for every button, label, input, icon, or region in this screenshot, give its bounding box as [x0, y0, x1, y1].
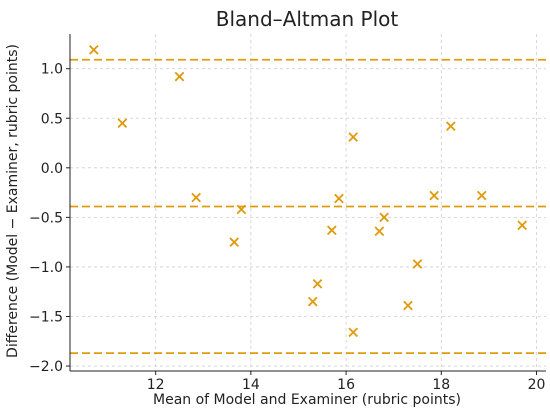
- marker-stroke: [174, 71, 185, 82]
- data-point: [445, 121, 456, 132]
- reference-lines: [70, 58, 546, 355]
- marker-stroke: [412, 259, 423, 269]
- data-point: [307, 296, 318, 307]
- marker-stroke: [374, 226, 385, 237]
- grid-layer: [70, 34, 546, 371]
- y-tick-label: 0.0: [41, 161, 63, 177]
- marker-stroke: [517, 220, 528, 231]
- data-point: [174, 71, 185, 82]
- x-tick-label: 18: [432, 377, 450, 393]
- marker-stroke: [429, 190, 439, 201]
- x-tick-label: 12: [147, 377, 165, 393]
- chart-title: Bland–Altman Plot: [216, 7, 399, 31]
- data-points: [88, 45, 528, 338]
- tick-labels: 12 14 16 18 20 1.0 0.5 0.0 −0.5 −1.0 −1.5 −2.0: [29, 62, 545, 393]
- marker-stroke: [88, 45, 99, 55]
- x-tick-label: 20: [528, 377, 546, 393]
- x-tick-label: 16: [337, 377, 355, 393]
- y-tick-label: 1.0: [41, 62, 63, 78]
- axes: [66, 34, 546, 375]
- y-tick-label: −1.5: [29, 309, 63, 325]
- x-axis-label: Mean of Model and Examiner (rubric point…: [153, 392, 461, 408]
- data-point: [236, 204, 247, 215]
- y-tick-label: −0.5: [29, 210, 63, 226]
- data-point: [476, 190, 487, 201]
- data-point: [374, 226, 385, 237]
- data-point: [517, 220, 528, 231]
- marker-stroke: [476, 190, 487, 201]
- y-tick-label: −2.0: [29, 359, 63, 375]
- marker-stroke: [191, 192, 201, 203]
- data-point: [334, 193, 344, 204]
- marker-stroke: [117, 118, 128, 129]
- marker-stroke: [326, 225, 337, 236]
- data-point: [412, 259, 423, 269]
- marker-stroke: [445, 121, 456, 132]
- data-point: [403, 300, 413, 311]
- marker-stroke: [307, 296, 318, 307]
- marker-stroke: [379, 212, 389, 223]
- data-point: [348, 327, 359, 338]
- y-axis-label: Difference (Model − Examiner, rubric poi…: [5, 44, 21, 358]
- data-point: [117, 118, 128, 129]
- data-point: [429, 190, 439, 201]
- marker-stroke: [312, 278, 323, 289]
- y-tick-label: −1.0: [29, 260, 63, 276]
- data-point: [312, 278, 323, 289]
- marker-stroke: [348, 132, 359, 142]
- marker-stroke: [236, 204, 247, 215]
- y-tick-label: 0.5: [41, 111, 63, 127]
- marker-stroke: [229, 237, 240, 247]
- data-point: [88, 45, 99, 55]
- data-point: [348, 132, 359, 142]
- marker-stroke: [334, 193, 344, 204]
- data-point: [326, 225, 337, 236]
- x-tick-label: 14: [242, 377, 260, 393]
- data-point: [379, 212, 389, 223]
- data-point: [229, 237, 240, 247]
- marker-stroke: [348, 327, 359, 338]
- marker-stroke: [403, 300, 413, 311]
- data-point: [191, 192, 201, 203]
